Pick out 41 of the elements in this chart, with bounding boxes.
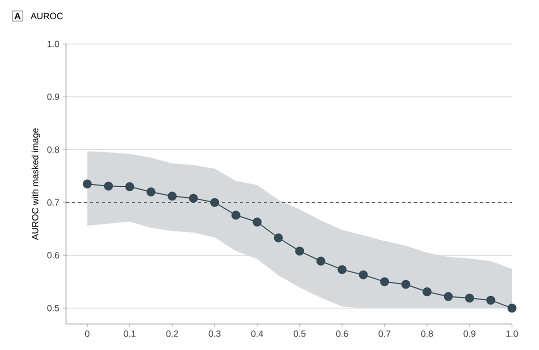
x-tick-label: 1.0 <box>506 330 518 337</box>
y-tick-label: 0.5 <box>47 304 60 312</box>
point <box>401 280 410 289</box>
x-tick-label: 0.4 <box>251 330 264 337</box>
point <box>338 265 347 274</box>
x-tick-label: 0.2 <box>166 330 178 337</box>
point <box>82 179 92 188</box>
point <box>422 287 432 296</box>
point <box>168 192 177 201</box>
x-tick-label: 0.1 <box>124 330 136 337</box>
x-tick-label: 0.6 <box>336 330 348 337</box>
point <box>146 187 156 196</box>
x-tick-label: 0.8 <box>421 330 433 337</box>
x-tick-label: 0.3 <box>208 330 221 337</box>
point <box>358 270 368 280</box>
x-tick-label: 0.9 <box>464 330 476 337</box>
x-tick-label: 0.5 <box>294 330 306 337</box>
chart-title: AUROC <box>30 12 63 20</box>
point <box>486 296 496 305</box>
y-axis-title: AUROC with masked image <box>32 128 40 240</box>
point <box>274 233 283 242</box>
point <box>316 256 326 266</box>
point <box>231 210 240 220</box>
y-tick-label: 0.7 <box>47 199 60 206</box>
point <box>210 198 220 207</box>
point <box>507 304 516 313</box>
point <box>252 218 262 227</box>
point <box>380 277 390 286</box>
y-tick-label: 0.8 <box>47 146 60 153</box>
point <box>444 292 453 302</box>
y-tick-label: 0.6 <box>47 252 60 258</box>
x-tick-label: 0 <box>85 330 90 337</box>
y-tick-label: 0.9 <box>47 94 60 100</box>
point <box>104 182 113 191</box>
point <box>188 194 198 203</box>
point <box>125 182 134 192</box>
point <box>295 246 304 256</box>
point <box>465 294 474 303</box>
x-tick-label: 0.7 <box>378 330 390 337</box>
y-tick-label: 1.0 <box>48 40 60 48</box>
chart-subtitle: A <box>14 12 21 20</box>
